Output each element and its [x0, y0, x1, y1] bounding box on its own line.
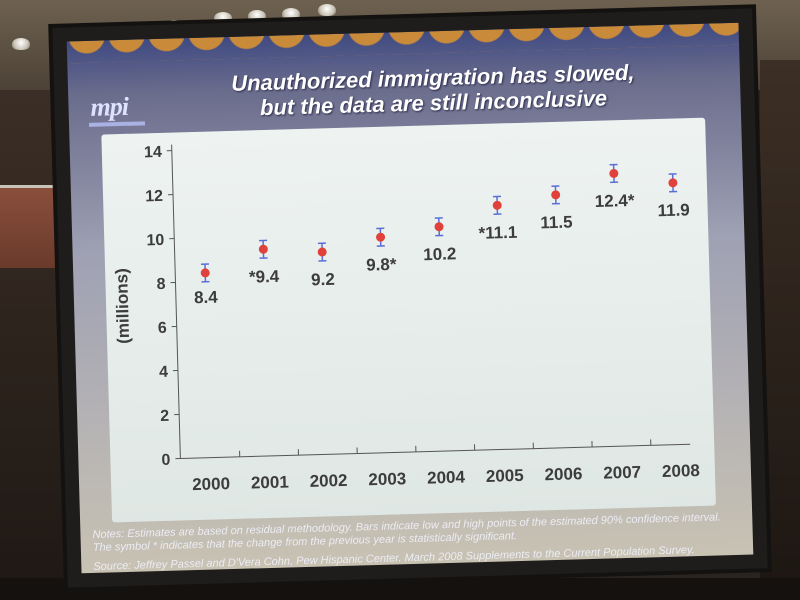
- x-axis: [180, 443, 691, 459]
- logo-underline: [88, 121, 146, 127]
- y-tick-label: 12: [145, 188, 163, 205]
- data-label: 11.5: [540, 212, 573, 232]
- x-tick-label: 2000: [192, 474, 230, 494]
- x-tick-label: 2005: [486, 466, 524, 486]
- chart: (millions) 0 2 4 6 8 10 12 14 2000 8.4 2001 *9.4 200…: [112, 144, 700, 494]
- data-point: [200, 268, 210, 278]
- x-tick-label: 2003: [368, 469, 406, 489]
- slide-top-border: [66, 22, 740, 64]
- projection-screen: mpi Unauthorized immigration has slowed,…: [52, 8, 768, 588]
- data-label: 11.9: [657, 200, 690, 220]
- ceiling-light-icon: [282, 8, 300, 20]
- y-tick-label: 4: [159, 364, 168, 381]
- slide-title: Unauthorized immigration has slowed, but…: [188, 58, 679, 122]
- data-point: [551, 190, 561, 200]
- x-tick-label: 2004: [427, 468, 466, 488]
- data-point: [317, 247, 327, 257]
- x-tick-label: 2006: [544, 464, 582, 484]
- y-axis-label: (millions): [112, 268, 133, 344]
- data-label: 10.2: [423, 244, 457, 264]
- presentation-slide: mpi Unauthorized immigration has slowed,…: [66, 22, 754, 574]
- data-point: [376, 232, 386, 242]
- y-tick-label: 10: [146, 232, 164, 249]
- y-axis: [171, 144, 181, 459]
- ceiling-light-icon: [318, 4, 336, 16]
- ceiling-light-icon: [12, 38, 30, 50]
- data-label: 8.4: [194, 288, 219, 308]
- chart-marks: 0 2 4 6 8 10 12 14 2000 8.4 2001 *9.4 2002 9.2 2003 9.8…: [144, 144, 700, 494]
- y-tick-label: 14: [144, 144, 162, 161]
- mpi-logo: mpi: [90, 91, 129, 122]
- chart-panel: (millions) 0 2 4 6 8 10 12 14 2000 8.4 2001 *9.4 200…: [101, 117, 716, 523]
- data-label: 9.8*: [366, 255, 397, 275]
- data-point: [434, 222, 444, 232]
- y-tick-label: 0: [161, 452, 170, 469]
- ceiling-light-icon: [248, 10, 266, 22]
- right-wall: [760, 60, 800, 600]
- data-label: 9.2: [311, 270, 335, 290]
- data-point: [668, 178, 678, 188]
- data-point: [609, 168, 619, 178]
- data-label: 12.4*: [595, 191, 636, 211]
- x-tick-label: 2001: [251, 472, 289, 492]
- y-tick-label: 6: [158, 320, 167, 337]
- y-tick-label: 8: [156, 276, 165, 293]
- ceiling-light-icon: [214, 12, 232, 24]
- x-tick-label: 2007: [603, 463, 641, 483]
- data-point: [258, 244, 268, 254]
- data-point: [492, 200, 502, 210]
- y-tick-label: 2: [160, 408, 169, 425]
- data-label: *11.1: [478, 223, 517, 243]
- x-tick-label: 2002: [309, 471, 347, 491]
- data-label: *9.4: [249, 267, 280, 287]
- x-tick-label: 2008: [662, 461, 700, 481]
